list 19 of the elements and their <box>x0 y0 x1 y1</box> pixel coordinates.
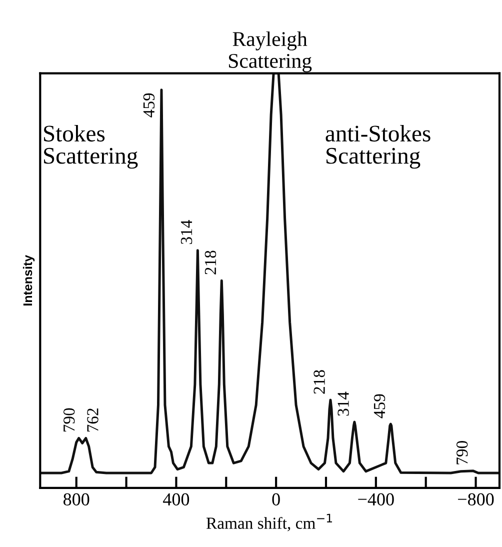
chart-title: Rayleigh Scattering <box>228 31 312 72</box>
annotation: 459 <box>143 93 155 118</box>
annotation: 790 <box>63 408 75 432</box>
annotation: 790 <box>456 441 468 464</box>
annotation: 314 <box>180 220 192 244</box>
x-tick-label: 800 <box>64 493 90 506</box>
x-tick-label: 0 <box>272 493 280 506</box>
x-tick-label: 400 <box>163 493 190 506</box>
x-axis-title: Raman shift, cm$^{−1}$ <box>206 514 332 532</box>
annotation: 218 <box>204 250 216 274</box>
x-tick-label: −800 <box>458 493 494 506</box>
annotation: 314 <box>338 392 349 416</box>
annotation: 459 <box>374 394 386 418</box>
annotation: 762 <box>87 408 98 432</box>
x-tick-label: −400 <box>358 493 394 506</box>
annotation: Stokes Scattering <box>44 124 138 169</box>
y-axis-title: Intensity <box>22 254 35 306</box>
annotation: anti-Stokes Scattering <box>326 124 430 169</box>
annotation: 218 <box>314 370 325 394</box>
